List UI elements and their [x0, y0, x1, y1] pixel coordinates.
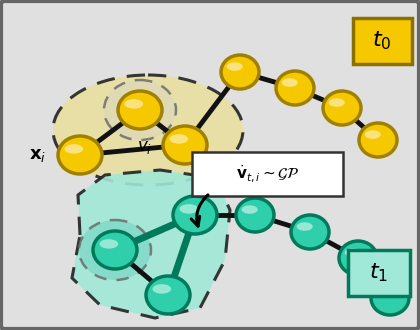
Ellipse shape — [221, 55, 259, 89]
Ellipse shape — [371, 281, 409, 315]
Ellipse shape — [323, 91, 361, 125]
Ellipse shape — [328, 98, 345, 107]
Ellipse shape — [53, 75, 243, 185]
Ellipse shape — [65, 144, 83, 154]
Ellipse shape — [281, 78, 298, 87]
Ellipse shape — [236, 198, 274, 232]
Text: $\dot{\mathbf{v}}_{t,i} \sim \mathcal{GP}$: $\dot{\mathbf{v}}_{t,i} \sim \mathcal{GP… — [236, 163, 300, 184]
Ellipse shape — [93, 231, 137, 269]
Ellipse shape — [79, 220, 151, 280]
FancyBboxPatch shape — [353, 18, 412, 64]
Ellipse shape — [291, 215, 329, 249]
Ellipse shape — [146, 276, 190, 314]
Ellipse shape — [344, 248, 361, 257]
Text: $t_1$: $t_1$ — [370, 262, 389, 284]
Ellipse shape — [227, 62, 243, 71]
Polygon shape — [72, 170, 230, 318]
Ellipse shape — [365, 130, 381, 139]
Ellipse shape — [104, 80, 176, 140]
Ellipse shape — [179, 204, 198, 214]
Ellipse shape — [241, 205, 258, 214]
Ellipse shape — [276, 71, 314, 105]
Ellipse shape — [170, 134, 188, 144]
Ellipse shape — [118, 91, 162, 129]
Text: $\mathbf{x}_i$: $\mathbf{x}_i$ — [29, 146, 47, 164]
Ellipse shape — [173, 196, 217, 234]
Ellipse shape — [359, 123, 397, 157]
Ellipse shape — [58, 136, 102, 174]
Ellipse shape — [377, 288, 393, 297]
FancyBboxPatch shape — [192, 152, 343, 196]
Ellipse shape — [100, 239, 118, 249]
Text: $v_i$: $v_i$ — [137, 140, 152, 156]
Ellipse shape — [163, 126, 207, 164]
FancyBboxPatch shape — [348, 250, 410, 296]
Text: $t_0$: $t_0$ — [372, 30, 392, 52]
FancyArrowPatch shape — [191, 195, 208, 226]
Ellipse shape — [297, 222, 313, 231]
Ellipse shape — [124, 99, 143, 109]
Ellipse shape — [152, 284, 171, 294]
Ellipse shape — [339, 241, 377, 275]
